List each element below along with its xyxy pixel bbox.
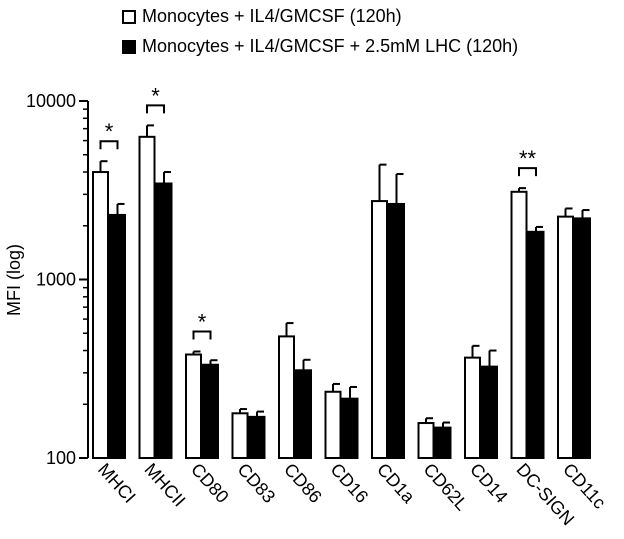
bar <box>341 397 359 459</box>
bar <box>231 412 249 459</box>
bar <box>434 426 452 459</box>
x-tick-label: MHCI <box>94 459 140 507</box>
bar <box>481 365 498 459</box>
legend-item-1: Monocytes + IL4/GMCSF (120h) <box>122 6 402 27</box>
bar <box>417 422 435 460</box>
significance-marker: * <box>198 310 207 335</box>
bar <box>109 213 126 459</box>
x-tick-label: MHCII <box>141 459 190 510</box>
bar <box>510 190 528 459</box>
bar <box>371 200 388 460</box>
significance-marker: * <box>105 119 114 144</box>
bar <box>185 353 202 460</box>
x-tick-label: CD80 <box>187 459 233 507</box>
y-axis-label: MFI (log) <box>4 244 24 316</box>
bar <box>92 171 109 459</box>
bar <box>464 356 481 460</box>
y-tick-label: 10000 <box>26 91 76 111</box>
x-tick-label: CD1a <box>373 459 419 507</box>
bar <box>574 217 591 459</box>
bar <box>388 202 405 459</box>
x-tick-label: CD62L <box>420 459 472 514</box>
bar <box>202 363 219 460</box>
legend-label-1: Monocytes + IL4/GMCSF (120h) <box>142 6 402 26</box>
significance-bracket <box>99 140 119 150</box>
y-tick-label: 100 <box>46 448 76 468</box>
legend-item-2: Monocytes + IL4/GMCSF + 2.5mM LHC (120h) <box>122 36 518 57</box>
x-tick-label: CD14 <box>466 459 512 507</box>
bar <box>278 335 295 459</box>
bar <box>138 135 156 459</box>
legend-swatch-filled <box>122 39 136 54</box>
bar <box>248 415 266 459</box>
bar <box>324 390 342 459</box>
significance-marker: * <box>151 83 160 108</box>
y-tick-label: 1000 <box>36 270 76 290</box>
bar <box>527 230 545 459</box>
significance-bracket <box>192 330 212 340</box>
bar <box>295 369 312 459</box>
significance-bracket <box>518 167 537 177</box>
significance-marker: ** <box>519 146 537 171</box>
legend-swatch-open <box>122 9 136 24</box>
x-tick-label: CD86 <box>280 459 326 507</box>
x-tick-label: CD16 <box>327 459 373 507</box>
x-tick-label: CD83 <box>234 459 280 507</box>
significance-bracket <box>146 104 165 114</box>
legend-label-2: Monocytes + IL4/GMCSF + 2.5mM LHC (120h) <box>142 36 519 56</box>
bar <box>155 182 173 459</box>
bar <box>557 215 574 459</box>
